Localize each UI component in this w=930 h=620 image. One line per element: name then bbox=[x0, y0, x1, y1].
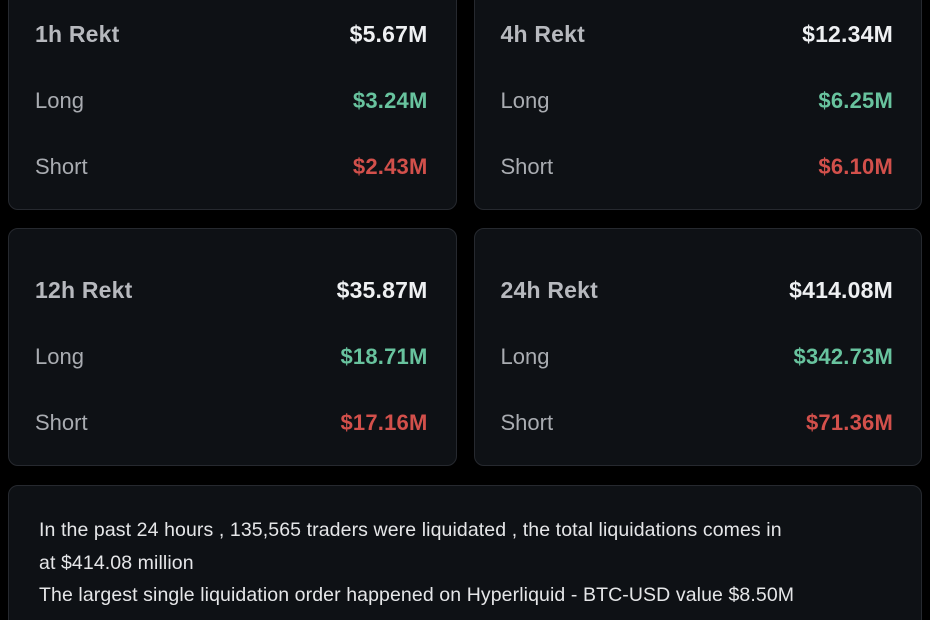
short-value: $17.16M bbox=[340, 410, 428, 435]
card-header: 24h Rekt $414.08M bbox=[501, 277, 894, 304]
short-value: $71.36M bbox=[805, 410, 893, 435]
summary-line-1: In the past 24 hours , 135,565 traders w… bbox=[39, 519, 782, 541]
short-row: Short $6.10M bbox=[501, 154, 894, 180]
rekt-cards-grid: 1h Rekt $5.67M Long $3.24M Short $2.43M … bbox=[8, 0, 922, 466]
long-label: Long bbox=[35, 344, 84, 369]
short-value: $2.43M bbox=[352, 154, 428, 179]
long-row: Long $342.73M bbox=[501, 344, 894, 370]
card-title: 1h Rekt bbox=[35, 21, 120, 47]
card-title: 12h Rekt bbox=[35, 277, 133, 303]
short-row: Short $71.36M bbox=[501, 410, 894, 436]
card-title: 4h Rekt bbox=[500, 21, 585, 47]
rekt-card-24h: 24h Rekt $414.08M Long $342.73M Short $7… bbox=[473, 228, 922, 466]
short-label: Short bbox=[500, 154, 554, 179]
card-header: 4h Rekt $12.34M bbox=[501, 21, 894, 48]
short-value: $6.10M bbox=[818, 154, 893, 179]
long-value: $3.24M bbox=[352, 88, 428, 113]
card-title: 24h Rekt bbox=[500, 277, 598, 303]
card-total-value: $12.34M bbox=[802, 21, 893, 47]
short-row: Short $17.16M bbox=[35, 410, 428, 436]
short-row: Short $2.43M bbox=[35, 154, 428, 180]
short-label: Short bbox=[35, 410, 88, 435]
long-row: Long $3.24M bbox=[35, 88, 428, 114]
short-label: Short bbox=[500, 410, 554, 435]
long-value: $6.25M bbox=[818, 88, 893, 113]
long-label: Long bbox=[500, 88, 550, 113]
short-label: Short bbox=[35, 154, 88, 179]
rekt-card-1h: 1h Rekt $5.67M Long $3.24M Short $2.43M bbox=[8, 0, 457, 210]
liquidation-summary-panel: In the past 24 hours , 135,565 traders w… bbox=[8, 485, 922, 620]
card-total-value: $35.87M bbox=[336, 277, 428, 303]
rekt-card-4h: 4h Rekt $12.34M Long $6.25M Short $6.10M bbox=[473, 0, 922, 210]
card-total-value: $414.08M bbox=[789, 277, 893, 303]
long-row: Long $6.25M bbox=[501, 88, 894, 114]
summary-line-3: The largest single liquidation order hap… bbox=[39, 584, 795, 606]
long-label: Long bbox=[500, 344, 550, 369]
long-value: $342.73M bbox=[793, 344, 893, 369]
card-total-value: $5.67M bbox=[349, 21, 428, 47]
card-header: 12h Rekt $35.87M bbox=[35, 277, 428, 304]
long-label: Long bbox=[35, 88, 84, 113]
long-row: Long $18.71M bbox=[35, 344, 428, 370]
rekt-card-12h: 12h Rekt $35.87M Long $18.71M Short $17.… bbox=[8, 228, 457, 466]
summary-line-2: at $414.08 million bbox=[39, 551, 194, 574]
long-value: $18.71M bbox=[340, 344, 428, 369]
card-header: 1h Rekt $5.67M bbox=[35, 21, 428, 48]
